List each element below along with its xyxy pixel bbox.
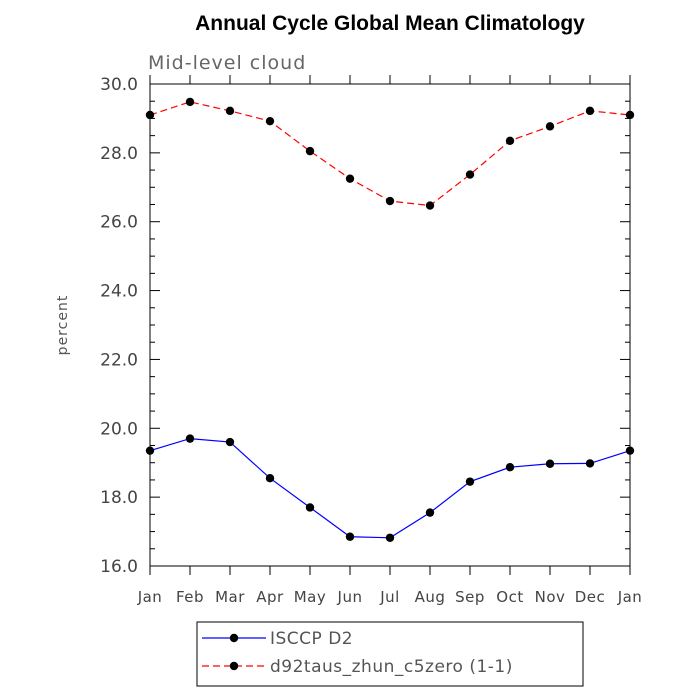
chart-subtitle: Mid-level cloud bbox=[148, 52, 306, 74]
data-point bbox=[265, 474, 275, 483]
legend-label-model: d92taus_zhun_c5zero (1-1) bbox=[270, 657, 513, 677]
x-tick-label: Sep bbox=[455, 588, 485, 606]
y-axis-label: percent bbox=[55, 295, 71, 356]
data-point bbox=[185, 434, 195, 443]
data-point bbox=[225, 106, 235, 116]
plot-frame bbox=[149, 83, 631, 567]
data-point bbox=[385, 196, 395, 206]
data-point bbox=[545, 459, 555, 468]
data-point bbox=[385, 533, 395, 542]
data-point bbox=[625, 446, 635, 455]
x-tick-label: May bbox=[294, 588, 327, 606]
x-tick-label: Jan bbox=[137, 588, 163, 606]
series-layer bbox=[145, 97, 635, 542]
data-point bbox=[345, 174, 355, 183]
legend-label-isccp: ISCCP D2 bbox=[270, 629, 353, 649]
legend-box bbox=[196, 621, 584, 687]
x-tick-label: Mar bbox=[215, 588, 245, 606]
y-tick-label: 24.0 bbox=[100, 282, 138, 302]
x-tick-label: Dec bbox=[575, 588, 606, 606]
x-tick-label: Apr bbox=[256, 588, 284, 606]
data-point bbox=[145, 446, 155, 455]
axes: 16.0 18.0 20.0 22.0 24.0 26.0 28.0 30.0 Jan Feb Ma… bbox=[100, 75, 642, 606]
data-point bbox=[545, 122, 555, 131]
x-tick-label: Jul bbox=[379, 588, 400, 606]
y-tick-label: 28.0 bbox=[100, 144, 138, 164]
data-point bbox=[505, 136, 515, 146]
data-point bbox=[305, 503, 315, 512]
data-point bbox=[585, 459, 595, 468]
x-tick-label: Jan bbox=[617, 588, 643, 606]
y-tick-label: 22.0 bbox=[100, 350, 138, 370]
data-point bbox=[265, 116, 275, 126]
x-tick-label: Nov bbox=[535, 588, 566, 606]
data-point bbox=[585, 106, 595, 116]
data-point bbox=[425, 201, 435, 210]
x-tick-label: Oct bbox=[496, 588, 523, 606]
series-line-0 bbox=[149, 438, 631, 539]
x-tick-label: Jun bbox=[337, 588, 363, 606]
data-point bbox=[185, 97, 195, 107]
x-tick-label: Feb bbox=[176, 588, 204, 606]
y-tick-label: 18.0 bbox=[100, 488, 138, 508]
y-tick-label: 20.0 bbox=[100, 419, 138, 439]
x-tick-label: Aug bbox=[415, 588, 446, 606]
chart-title: Annual Cycle Global Mean Climatology bbox=[195, 12, 585, 35]
data-point bbox=[425, 508, 435, 517]
data-point bbox=[305, 146, 315, 156]
data-point bbox=[505, 462, 515, 472]
data-point bbox=[225, 437, 235, 447]
data-point bbox=[465, 170, 475, 179]
data-point bbox=[145, 110, 155, 120]
legend-marker-isccp bbox=[229, 633, 239, 643]
legend: ISCCP D2 d92taus_zhun_c5zero (1-1) bbox=[196, 621, 584, 687]
data-point bbox=[345, 532, 355, 541]
legend-marker-model bbox=[229, 661, 239, 671]
y-tick-label: 30.0 bbox=[100, 75, 138, 95]
series-line-1 bbox=[149, 101, 631, 207]
data-point bbox=[465, 477, 475, 486]
y-tick-label: 16.0 bbox=[100, 557, 138, 577]
y-tick-label: 26.0 bbox=[100, 213, 138, 233]
data-point bbox=[625, 110, 635, 120]
